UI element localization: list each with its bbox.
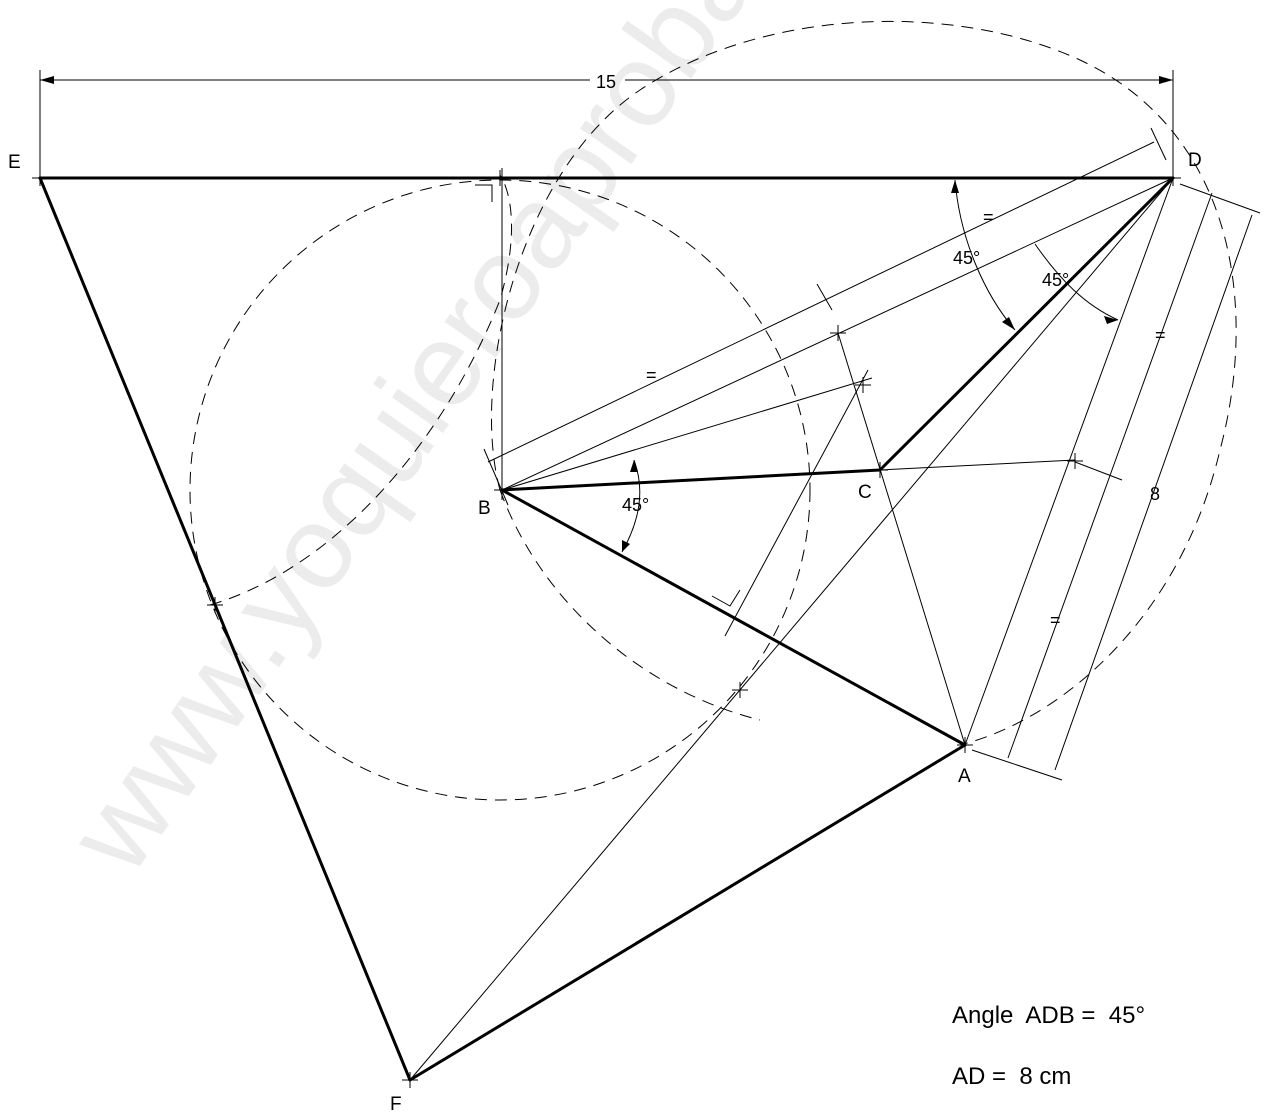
tick-marks [32, 170, 1181, 1088]
dim-label-ed: 15 [596, 72, 616, 92]
right-angle-b [475, 184, 493, 202]
main-figure [38, 176, 1175, 1082]
equal-marks: = = = = 8 [646, 207, 1166, 630]
arc-cd-swing [499, 489, 761, 721]
equal-mark-bd-upper: = [983, 207, 994, 227]
line-fd [409, 177, 1174, 1081]
angle-label-bda: 45° [1042, 270, 1069, 290]
tick-d [1165, 170, 1181, 186]
point-label-f: F [390, 1094, 402, 1113]
arrowhead-ed-right [1159, 76, 1173, 84]
equal-mark-ad-upper: = [1155, 325, 1166, 345]
ext-bd-b [483, 448, 509, 506]
note-length: AD = 8 cm [952, 1063, 1071, 1090]
segment-fa [408, 743, 967, 1082]
line-perp [724, 369, 869, 637]
ext-bd-mid [816, 283, 833, 311]
tick-fd-mid [732, 682, 748, 698]
line-b-ray [501, 377, 873, 491]
arc-circle-bd [491, 21, 1237, 746]
line-c-ext [879, 459, 1076, 471]
tick-f [402, 1072, 418, 1088]
segment-bc [500, 468, 882, 492]
angle-label-cba: 45° [622, 495, 649, 515]
arrow-edb-bottom [1002, 317, 1015, 330]
angle-arc-bda [1034, 243, 1119, 321]
tick-e [32, 170, 48, 186]
arrowhead-ed-left [40, 76, 54, 84]
segment-ab [500, 488, 967, 747]
tick-b-top [492, 170, 508, 186]
arrow-cba-top [630, 460, 638, 472]
tick-c [872, 462, 888, 478]
point-labels: E D B C A F [8, 150, 1202, 1115]
tick-ray-end [855, 377, 871, 393]
ext-ad-a [971, 749, 1063, 781]
given-notes: Angle ADB = 45° AD = 8 cm [952, 1002, 1145, 1090]
equal-mark-ad-lower: = [1050, 610, 1061, 630]
tick-c-ext [1067, 453, 1083, 469]
arrow-edb-top [951, 180, 959, 193]
line-a-mid [837, 332, 966, 746]
line-dim-ad-outer [1054, 214, 1253, 771]
point-label-c: C [858, 482, 872, 503]
ext-ad-d [1179, 183, 1261, 214]
dimension-ed: 15 [40, 72, 1173, 92]
tick-a [957, 737, 973, 753]
note-angle: Angle ADB = 45° [952, 1002, 1145, 1029]
point-label-e: E [8, 152, 21, 173]
point-label-d: D [1188, 150, 1202, 171]
line-dim-bd-lower [487, 141, 1155, 463]
tick-bd-mid [830, 325, 846, 341]
right-angle-perp [711, 589, 741, 607]
segment-cd [878, 176, 1175, 472]
point-label-a: A [958, 766, 971, 787]
ext-ad-mid [1074, 461, 1123, 481]
watermark: www.yoquieroaprobar.es [43, 0, 893, 896]
equal-mark-bd-lower: = [646, 365, 657, 385]
tick-b [494, 482, 510, 498]
arrow-cba-bottom [622, 540, 630, 552]
angle-label-edb: 45° [953, 248, 980, 268]
dim-label-ad: 8 [1150, 484, 1160, 504]
arrow-bda [1104, 316, 1118, 324]
point-label-b: B [478, 498, 491, 519]
angle-markers: 45° 45° 45° [621, 179, 1119, 553]
angle-arc-edb [954, 179, 1016, 331]
arc-bisector-swing [209, 174, 513, 606]
ext-bd-d [1150, 127, 1167, 161]
tick-ef-mid [207, 597, 223, 613]
segment-ef [38, 176, 412, 1082]
